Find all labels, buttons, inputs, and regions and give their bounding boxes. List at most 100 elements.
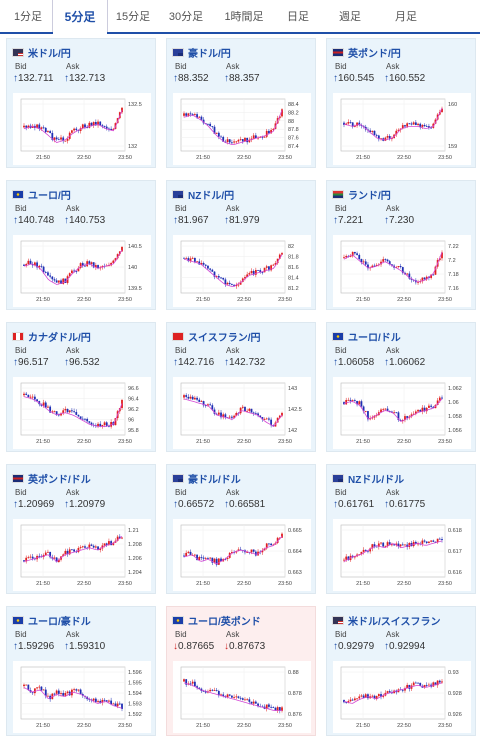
rate-card[interactable]: ユーロ/円 Bid Ask ↑140.748 ↑140.753 140.5 140 139.5… bbox=[6, 180, 156, 310]
tab-1[interactable]: 5分足 bbox=[52, 0, 108, 34]
chart-thumbnail[interactable]: 0.93 0.928 0.926 21:50 22:50 23:50 bbox=[333, 661, 471, 733]
chart-thumbnail[interactable]: 82 81.8 81.6 81.4 81.2 21:50 22:50 23:50 bbox=[173, 235, 311, 307]
chart-thumbnail[interactable]: 88.4 88.2 88 87.8 87.6 87.4 21:50 22:50 23:50 bbox=[173, 93, 311, 165]
currency-pair-link[interactable]: 米ドル/スイスフラン bbox=[348, 616, 441, 628]
candle-body bbox=[42, 689, 45, 691]
rate-card[interactable]: 豪ドル/円 Bid Ask ↑88.352 ↑88.357 88.4 88.2 88 87.8 8… bbox=[166, 38, 316, 168]
chart-thumbnail[interactable]: 140.5 140 139.5 21:50 22:50 23:50 bbox=[13, 235, 151, 307]
candle-body bbox=[200, 116, 203, 120]
arrow-up-icon: ↑ bbox=[333, 641, 338, 652]
candle-body bbox=[360, 551, 363, 555]
currency-pair-link[interactable]: 米ドル/円 bbox=[28, 48, 71, 60]
candle-body bbox=[281, 533, 283, 538]
chart-thumbnail[interactable]: 1.596 1.595 1.594 1.593 1.592 21:50 22:50 23:50 bbox=[13, 661, 151, 733]
x-tick-label: 23:50 bbox=[278, 297, 292, 303]
rate-card[interactable]: 米ドル/円 Bid Ask ↑132.711 ↑132.713 132.5 132 21:50… bbox=[6, 38, 156, 168]
candle-body bbox=[44, 127, 47, 133]
moving-average-line bbox=[183, 536, 283, 565]
currency-pair-link[interactable]: 英ポンド/ドル bbox=[28, 474, 91, 486]
candle-body bbox=[185, 113, 188, 116]
chart-thumbnail[interactable]: 0.88 0.878 0.876 21:50 22:50 23:50 bbox=[173, 661, 311, 733]
chart-thumbnail[interactable]: 1.062 1.06 1.058 1.056 21:50 22:50 23:50 bbox=[333, 377, 471, 449]
rate-card[interactable]: 米ドル/スイスフラン Bid Ask ↑0.92979 ↑0.92994 0.93 0.92… bbox=[326, 606, 476, 736]
ask-label: Ask bbox=[226, 630, 240, 639]
candle-body bbox=[434, 541, 437, 543]
candle-body bbox=[47, 695, 49, 697]
rate-card[interactable]: NZドル/ドル Bid Ask ↑0.61761 ↑0.61775 0.618 0.617 0… bbox=[326, 464, 476, 594]
rate-card[interactable]: 英ポンド/円 Bid Ask ↑160.545 ↑160.552 160 159 21:50 2… bbox=[326, 38, 476, 168]
chart-thumbnail[interactable]: 132.5 132 21:50 22:50 23:50 bbox=[13, 93, 151, 165]
candle-body bbox=[222, 277, 225, 280]
candle-body bbox=[388, 410, 391, 412]
tab-3[interactable]: 30分足 bbox=[168, 11, 204, 23]
candle-body bbox=[191, 257, 194, 259]
candle-body bbox=[42, 402, 45, 406]
tab-2[interactable]: 15分足 bbox=[115, 11, 151, 23]
candle-body bbox=[391, 544, 393, 546]
candle-body bbox=[94, 122, 97, 126]
x-tick-label: 21:50 bbox=[196, 297, 210, 303]
bid-value: 132.711 bbox=[18, 73, 54, 84]
rate-card[interactable]: 豪ドル/ドル Bid Ask ↑0.66572 ↑0.66581 0.665 0.664 0.… bbox=[166, 464, 316, 594]
candle-body bbox=[412, 413, 415, 415]
candle-body bbox=[274, 707, 277, 711]
candle-body bbox=[432, 682, 435, 687]
candle-body bbox=[241, 139, 244, 142]
candle-body bbox=[395, 412, 398, 414]
x-tick-label: 22:50 bbox=[397, 439, 411, 445]
currency-pair-link[interactable]: ユーロ/英ポンド bbox=[188, 616, 261, 628]
candle-body bbox=[92, 122, 95, 126]
currency-pair-link[interactable]: NZドル/円 bbox=[188, 190, 235, 202]
chart-thumbnail[interactable]: 143 142.5 142 21:50 22:50 23:50 bbox=[173, 377, 311, 449]
rate-card[interactable]: 英ポンド/ドル Bid Ask ↑1.20969 ↑1.20979 1.21 1.208 1.… bbox=[6, 464, 156, 594]
currency-pair-link[interactable]: NZドル/ドル bbox=[348, 474, 405, 486]
chart-thumbnail[interactable]: 160 159 21:50 22:50 23:50 bbox=[333, 93, 471, 165]
candle-body bbox=[110, 128, 113, 131]
arrow-up-icon: ↑ bbox=[384, 73, 389, 84]
chart-thumbnail[interactable]: 0.665 0.664 0.663 21:50 22:50 23:50 bbox=[173, 519, 311, 591]
arrow-up-icon: ↑ bbox=[13, 215, 18, 226]
y-tick-label: 1.593 bbox=[128, 702, 142, 708]
arrow-up-icon: ↑ bbox=[13, 73, 18, 84]
tab-0[interactable]: 1分足 bbox=[13, 11, 43, 23]
x-tick-label: 21:50 bbox=[356, 439, 370, 445]
tab-4[interactable]: 1時間足 bbox=[224, 11, 264, 23]
candle-body bbox=[384, 545, 387, 547]
tab-5[interactable]: 日足 bbox=[287, 11, 309, 23]
candle-body bbox=[204, 264, 207, 266]
candle-body bbox=[388, 261, 391, 265]
x-tick-label: 23:50 bbox=[278, 581, 292, 587]
rate-card[interactable]: ユーロ/豪ドル Bid Ask ↑1.59296 ↑1.59310 1.596 1.595 1… bbox=[6, 606, 156, 736]
rate-card[interactable]: ユーロ/英ポンド Bid Ask ↓0.87665 ↓0.87673 0.88 0.878 0… bbox=[166, 606, 316, 736]
rate-card[interactable]: ランド/円 Bid Ask ↑7.221 ↑7.230 7.22 7.2 7.18 7.16 21… bbox=[326, 180, 476, 310]
candle-body bbox=[360, 401, 363, 407]
chart-thumbnail[interactable]: 1.21 1.208 1.206 1.204 21:50 22:50 23:50 bbox=[13, 519, 151, 591]
candle-body bbox=[42, 266, 45, 273]
candle-body bbox=[200, 401, 203, 402]
currency-pair-link[interactable]: ランド/円 bbox=[348, 190, 391, 202]
currency-pair-link[interactable]: ユーロ/ドル bbox=[348, 332, 401, 344]
ask-value-wrap: ↑1.59310 bbox=[64, 641, 105, 652]
candle-body bbox=[419, 409, 422, 412]
rate-card[interactable]: スイスフラン/円 Bid Ask ↑142.716 ↑142.732 143 142.5 14… bbox=[166, 322, 316, 452]
rate-card[interactable]: カナダドル/円 Bid Ask ↑96.517 ↑96.532 96.6 96.4 96.2 9… bbox=[6, 322, 156, 452]
candle-body bbox=[53, 279, 56, 281]
candle-body bbox=[105, 543, 108, 545]
currency-pair-link[interactable]: カナダドル/円 bbox=[28, 332, 91, 344]
currency-pair-link[interactable]: 豪ドル/ドル bbox=[188, 474, 241, 486]
rate-card[interactable]: NZドル/円 Bid Ask ↑81.967 ↑81.979 82 81.8 81.6 81.4… bbox=[166, 180, 316, 310]
rate-card[interactable]: ユーロ/ドル Bid Ask ↑1.06058 ↑1.06062 1.062 1.06 1.0… bbox=[326, 322, 476, 452]
candle-body bbox=[66, 138, 69, 141]
chart-thumbnail[interactable]: 96.6 96.4 96.2 96 95.8 21:50 22:50 23:50 bbox=[13, 377, 151, 449]
currency-pair-link[interactable]: スイスフラン/円 bbox=[188, 332, 261, 344]
currency-pair-link[interactable]: 英ポンド/円 bbox=[348, 48, 401, 60]
currency-pair-link[interactable]: ユーロ/円 bbox=[28, 190, 71, 202]
tab-6[interactable]: 週足 bbox=[339, 11, 361, 23]
chart-thumbnail[interactable]: 7.22 7.2 7.18 7.16 21:50 22:50 23:50 bbox=[333, 235, 471, 307]
chart-thumbnail[interactable]: 0.618 0.617 0.616 21:50 22:50 23:50 bbox=[333, 519, 471, 591]
currency-pair-link[interactable]: 豪ドル/円 bbox=[188, 48, 231, 60]
candle-body bbox=[252, 412, 255, 414]
tab-7[interactable]: 月足 bbox=[395, 11, 417, 23]
currency-pair-link[interactable]: ユーロ/豪ドル bbox=[28, 616, 91, 628]
candle-body bbox=[351, 122, 354, 127]
